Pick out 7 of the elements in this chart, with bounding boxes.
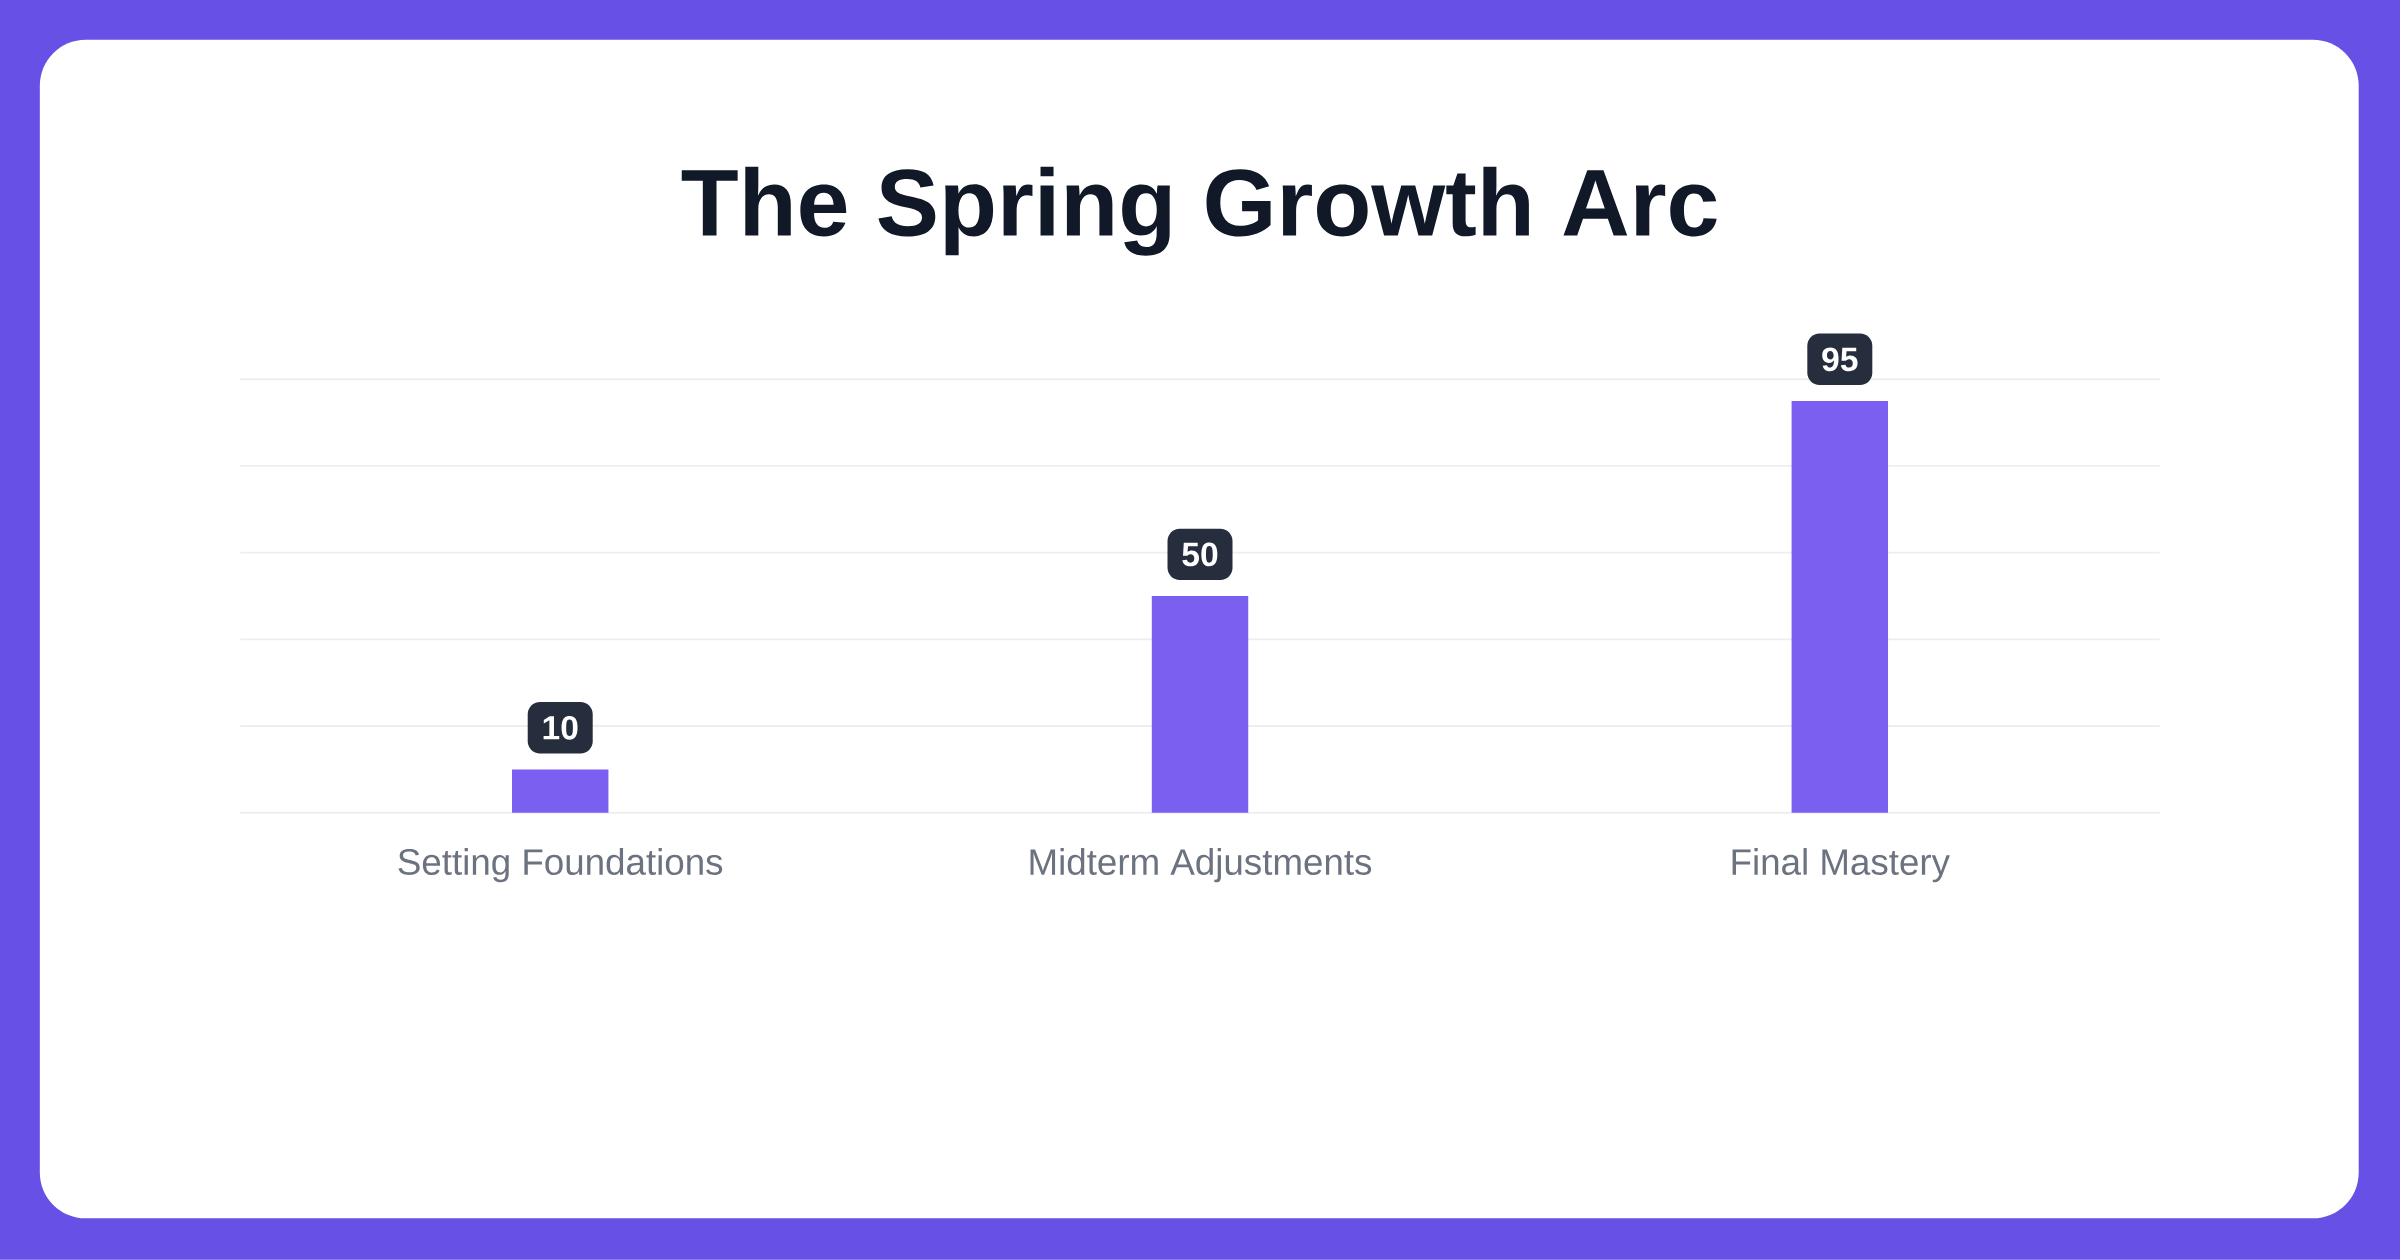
data-label: 10 [543, 716, 578, 740]
x-tick-label: Setting Foundations [398, 848, 723, 883]
data-label: 95 [1822, 347, 1858, 372]
x-tick-label: Midterm Adjustments [1030, 848, 1372, 883]
x-tick-label: Final Mastery [1732, 848, 1950, 883]
chart-title: The Spring Growth Arc [681, 166, 1717, 256]
data-label: 50 [1182, 542, 1218, 567]
